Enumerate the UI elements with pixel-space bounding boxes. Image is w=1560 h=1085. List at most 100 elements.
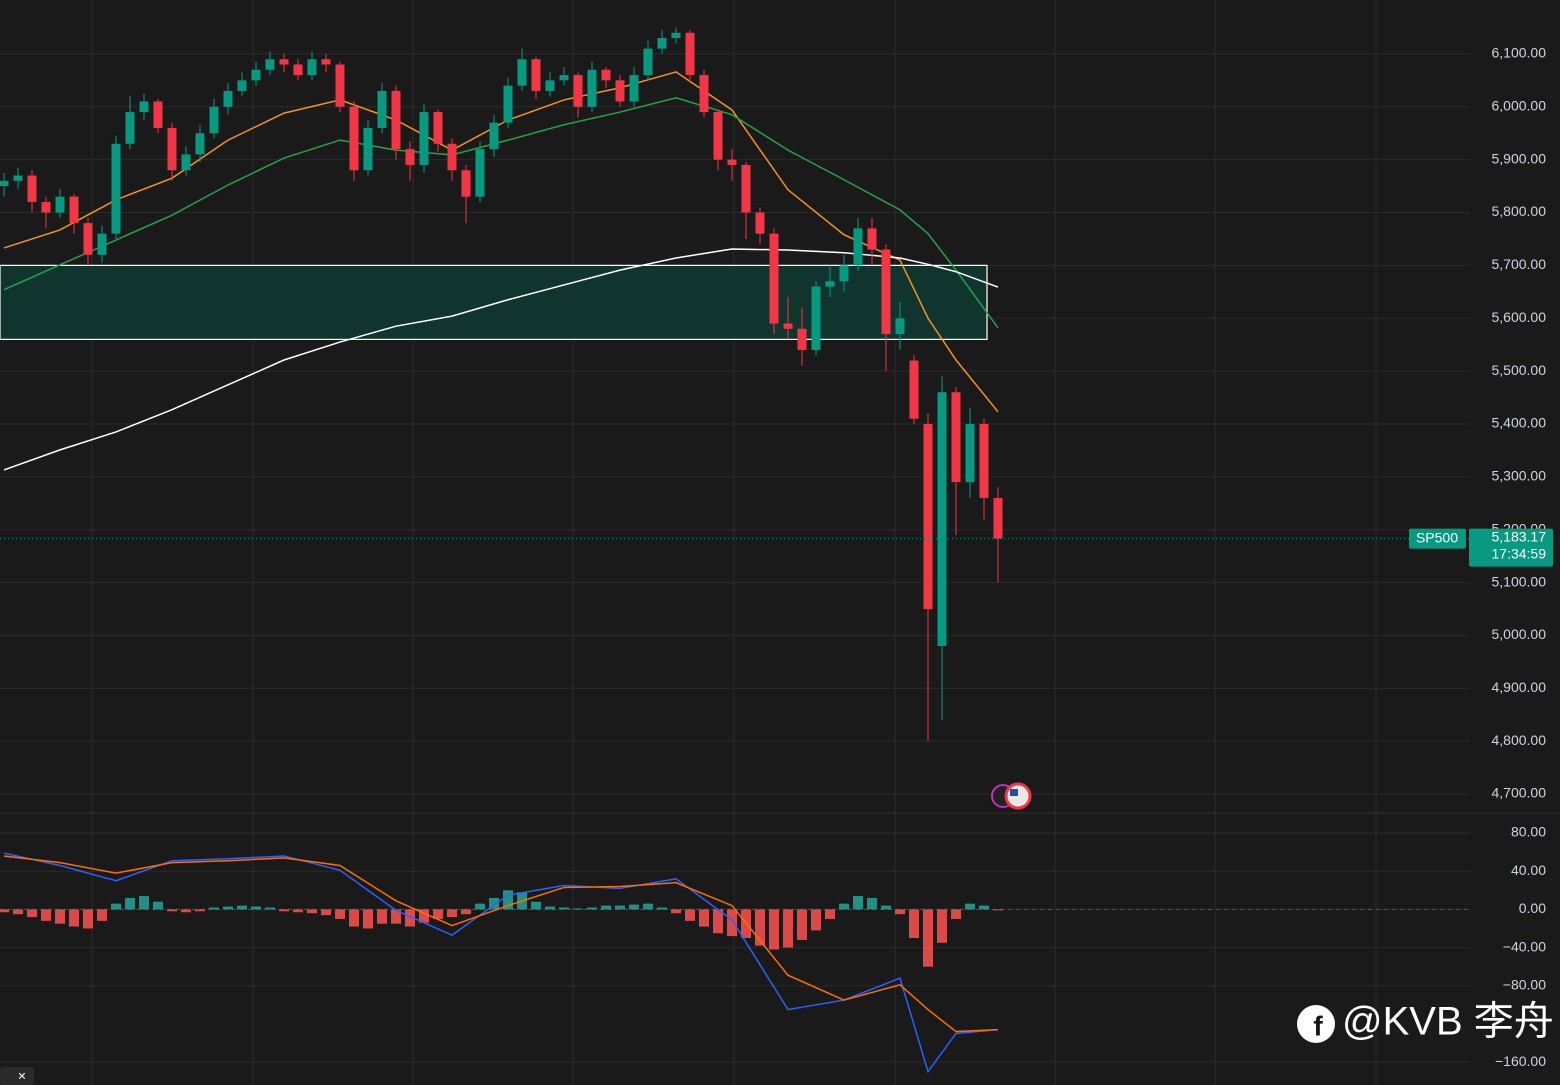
histogram-bar bbox=[125, 897, 135, 910]
histogram-bar bbox=[937, 909, 947, 943]
y-tick-label: −80.00 bbox=[1503, 976, 1546, 992]
histogram-bar bbox=[839, 903, 849, 910]
candle-body bbox=[559, 75, 569, 81]
histogram-bar bbox=[321, 909, 331, 916]
candle-body bbox=[391, 90, 401, 150]
y-tick-label: 6,100.00 bbox=[1492, 45, 1547, 61]
candle-body bbox=[307, 59, 317, 76]
candle-body bbox=[13, 175, 23, 181]
indicator-line bbox=[3, 71, 999, 413]
candle-body bbox=[881, 249, 891, 335]
candle-body bbox=[755, 212, 765, 234]
candle-body bbox=[503, 85, 513, 123]
y-tick-label: 4,700.00 bbox=[1492, 785, 1547, 801]
histogram-bar bbox=[671, 909, 681, 914]
histogram-bar bbox=[475, 903, 485, 910]
candle-body bbox=[447, 143, 457, 171]
y-tick-label: 5,700.00 bbox=[1492, 256, 1547, 272]
zone bbox=[0, 264, 988, 340]
candle-body bbox=[293, 64, 303, 76]
histogram-bar bbox=[881, 905, 891, 910]
candle-body bbox=[685, 32, 695, 76]
histogram-bar bbox=[979, 905, 989, 910]
histogram-bar bbox=[167, 909, 177, 912]
histogram-bar bbox=[391, 909, 401, 924]
flag-canton bbox=[1010, 789, 1018, 796]
candle-body bbox=[811, 286, 821, 350]
histogram-bar bbox=[237, 905, 247, 910]
candle-body bbox=[279, 59, 289, 65]
candle-body bbox=[251, 69, 261, 81]
candle-body bbox=[27, 175, 37, 202]
candle-body bbox=[629, 75, 639, 102]
histogram-bar bbox=[685, 909, 695, 921]
candle-body bbox=[321, 59, 331, 65]
candle-body bbox=[237, 80, 247, 91]
histogram-bar bbox=[419, 909, 429, 923]
candle-body bbox=[657, 38, 667, 49]
candle-body bbox=[783, 323, 793, 329]
histogram-bar bbox=[251, 906, 261, 910]
histogram-bar bbox=[755, 909, 765, 946]
y-tick-label: 5,600.00 bbox=[1492, 309, 1547, 325]
histogram-bar bbox=[55, 909, 65, 924]
candle-body bbox=[111, 143, 121, 234]
candle-body bbox=[741, 164, 751, 213]
candle-body bbox=[979, 423, 989, 498]
candle-body bbox=[475, 149, 485, 197]
histogram-bar bbox=[0, 909, 9, 913]
histogram-bar bbox=[559, 907, 569, 910]
plot bbox=[0, 27, 1470, 1074]
candle-body bbox=[993, 497, 1003, 539]
histogram-bar bbox=[643, 903, 653, 910]
candle-body bbox=[461, 170, 471, 197]
candle-body bbox=[335, 64, 345, 107]
candle-body bbox=[167, 127, 177, 171]
y-tick-label: −160.00 bbox=[1495, 1053, 1546, 1069]
histogram-bar bbox=[265, 907, 275, 910]
histogram-bar bbox=[587, 907, 597, 910]
histogram-bar bbox=[181, 909, 191, 913]
candle-body bbox=[125, 112, 135, 144]
histogram-bar bbox=[489, 897, 499, 910]
facebook-icon bbox=[1297, 1005, 1335, 1043]
candle-body bbox=[573, 75, 583, 107]
candle-body bbox=[923, 423, 933, 609]
y-tick-label: 5,800.00 bbox=[1492, 203, 1547, 219]
histogram-bar bbox=[97, 909, 107, 921]
y-tick-label: 5,500.00 bbox=[1492, 362, 1547, 378]
watermark: f @KVB 李舟 bbox=[1297, 1000, 1554, 1044]
close-icon[interactable]: × bbox=[18, 1068, 26, 1084]
indicator-line bbox=[3, 97, 999, 329]
histogram-bar bbox=[349, 909, 359, 927]
candle-body bbox=[531, 59, 541, 91]
histogram-bar bbox=[335, 909, 345, 919]
candle-body bbox=[209, 106, 219, 134]
histogram-bar bbox=[825, 909, 835, 919]
histogram-bar bbox=[811, 909, 821, 931]
histogram-bar bbox=[27, 909, 37, 918]
histogram-bar bbox=[769, 909, 779, 950]
candle-body bbox=[419, 112, 429, 165]
grid bbox=[0, 0, 1470, 1085]
y-tick-label: 6,000.00 bbox=[1492, 97, 1547, 113]
candle-body bbox=[83, 223, 93, 255]
watermark-text: @KVB 李舟 bbox=[1342, 1000, 1554, 1044]
candle-body bbox=[909, 360, 919, 419]
histogram-bar bbox=[895, 909, 905, 915]
histogram-bar bbox=[139, 896, 149, 910]
histogram-bar bbox=[83, 909, 93, 929]
candle-body bbox=[671, 32, 681, 39]
y-tick-label: 5,400.00 bbox=[1492, 415, 1547, 431]
histogram-bar bbox=[923, 909, 933, 967]
candle-body bbox=[181, 154, 191, 171]
candle-body bbox=[853, 228, 863, 266]
candle-body bbox=[951, 392, 961, 483]
histogram-bar bbox=[279, 909, 289, 912]
histogram-bar bbox=[727, 909, 737, 937]
y-tick-label: 4,800.00 bbox=[1492, 732, 1547, 748]
symbol-label: SP500 bbox=[1416, 529, 1458, 545]
histogram-bar bbox=[293, 909, 303, 913]
